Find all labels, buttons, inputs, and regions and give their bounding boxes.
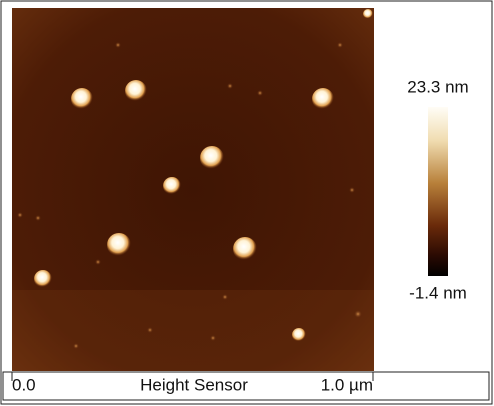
scale-title: Height Sensor bbox=[140, 375, 248, 394]
scale-end: 1.0 µm bbox=[321, 375, 373, 394]
colorbar-max: 23.3 nm bbox=[407, 77, 468, 96]
particles bbox=[34, 9, 373, 342]
scale-strip bbox=[2, 371, 490, 401]
image-shading bbox=[12, 290, 374, 371]
colorbar-min: -1.4 nm bbox=[409, 283, 467, 302]
colorbar bbox=[428, 107, 448, 276]
height-image bbox=[12, 8, 374, 371]
specks bbox=[17, 42, 362, 349]
scale-start: 0.0 bbox=[12, 375, 36, 394]
